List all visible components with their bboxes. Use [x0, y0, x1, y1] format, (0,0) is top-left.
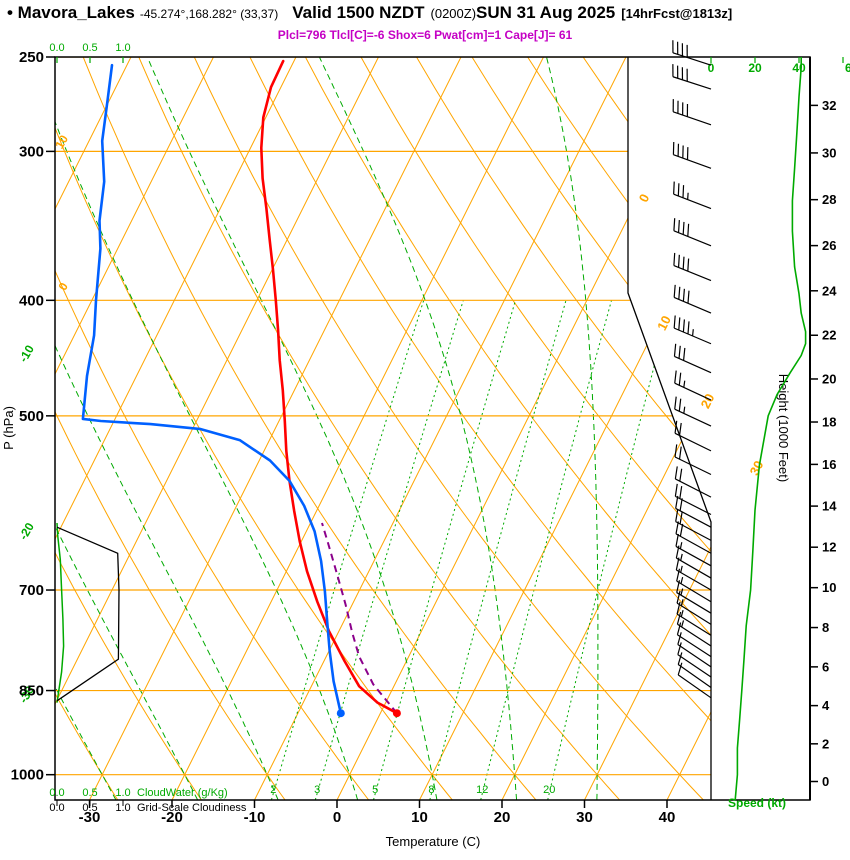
svg-text:14: 14 — [822, 499, 837, 514]
wind-panel-boundary — [627, 57, 712, 800]
svg-text:-20: -20 — [16, 520, 37, 542]
svg-text:8: 8 — [822, 620, 829, 635]
svg-text:1.0: 1.0 — [115, 42, 130, 54]
forecast-tag: [14hrFcst@1813z] — [621, 6, 733, 21]
svg-text:4: 4 — [822, 698, 830, 713]
svg-text:400: 400 — [19, 292, 44, 309]
svg-text:2: 2 — [822, 736, 829, 751]
surface-markers — [336, 709, 401, 718]
svg-text:1000: 1000 — [11, 767, 44, 784]
svg-text:-10: -10 — [244, 809, 266, 826]
parcel-curve — [321, 522, 398, 714]
svg-text:Temperature (C): Temperature (C) — [386, 834, 481, 849]
svg-text:0: 0 — [333, 809, 341, 826]
svg-text:0: 0 — [822, 774, 829, 789]
svg-text:850: 850 — [19, 683, 44, 700]
svg-text:20: 20 — [822, 371, 836, 386]
svg-text:22: 22 — [822, 328, 836, 343]
svg-text:P (hPa): P (hPa) — [1, 406, 16, 450]
dewpoint-curve — [81, 63, 343, 715]
svg-text:30: 30 — [747, 458, 767, 478]
svg-text:40: 40 — [659, 809, 676, 826]
svg-text:-20: -20 — [161, 809, 183, 826]
svg-text:300: 300 — [19, 143, 44, 160]
svg-text:20: 20 — [543, 784, 555, 796]
mixing-ratio-lines — [270, 300, 672, 800]
svg-text:5: 5 — [372, 784, 378, 796]
svg-text:0: 0 — [708, 61, 715, 75]
svg-text:20: 20 — [494, 809, 511, 826]
svg-text:0.5: 0.5 — [82, 802, 97, 814]
chart-header: • Mavora_Lakes -45.274°,168.282° (33,37)… — [7, 3, 732, 23]
svg-text:0.0: 0.0 — [49, 42, 64, 54]
thermo-grid — [55, 57, 711, 800]
svg-text:Height (1000 Feet): Height (1000 Feet) — [776, 374, 791, 482]
svg-text:30: 30 — [822, 145, 836, 160]
svg-text:10: 10 — [654, 313, 674, 333]
svg-text:24: 24 — [822, 283, 837, 298]
svg-text:16: 16 — [822, 457, 836, 472]
svg-text:0.5: 0.5 — [82, 42, 97, 54]
svg-text:10: 10 — [52, 132, 71, 151]
wind-barbs — [672, 40, 712, 699]
valid-date: SUN 31 Aug 2025 — [476, 3, 616, 22]
moist-adiabats — [55, 57, 599, 800]
svg-text:20: 20 — [698, 391, 718, 411]
svg-text:26: 26 — [822, 238, 836, 253]
wind-speed-curve — [734, 57, 807, 800]
svg-text:10: 10 — [822, 580, 836, 595]
svg-text:2: 2 — [270, 784, 276, 796]
svg-text:0: 0 — [636, 191, 653, 204]
svg-text:30: 30 — [576, 809, 593, 826]
surface-dewpoint-dot — [336, 709, 345, 718]
svg-text:3: 3 — [314, 784, 320, 796]
pressure-axis: 250 300 400 500 700 850 1000 P (hPa) — [1, 49, 55, 784]
svg-text:10: 10 — [411, 809, 428, 826]
svg-text:20: 20 — [748, 61, 762, 75]
temperature-curve — [260, 59, 399, 715]
svg-text:28: 28 — [822, 192, 836, 207]
svg-text:12: 12 — [822, 540, 836, 555]
cloud-scale-axis: 0.0 0.0 0.0 0.5 0.5 0.5 1.0 1.0 1.0 CloudWater (g… — [49, 42, 247, 814]
svg-text:-10: -10 — [16, 342, 37, 364]
surface-temp-dot — [392, 709, 401, 718]
dry-adiabats — [55, 57, 711, 800]
svg-text:60: 60 — [845, 61, 850, 75]
svg-text:1.0: 1.0 — [115, 802, 130, 814]
svg-text:700: 700 — [19, 582, 44, 599]
svg-text:Speed (kt): Speed (kt) — [728, 796, 786, 810]
svg-text:250: 250 — [19, 49, 44, 66]
svg-text:6: 6 — [822, 659, 829, 674]
speed-axis: 0204060Speed (kt) — [708, 57, 850, 810]
svg-text:8: 8 — [428, 784, 434, 796]
svg-text:1.0: 1.0 — [115, 787, 130, 799]
svg-text:500: 500 — [19, 408, 44, 425]
valid-time: Valid 1500 NZDT — [292, 3, 425, 22]
isotherm-lines — [55, 57, 711, 800]
cloudwater-curve — [56, 522, 65, 703]
cloudiness-curve — [56, 526, 120, 702]
svg-text:CloudWater (g/Kg): CloudWater (g/Kg) — [137, 787, 228, 799]
station-coords: -45.274°,168.282° (33,37) — [139, 7, 279, 21]
svg-text:Grid-Scale Cloudiness: Grid-Scale Cloudiness — [137, 802, 247, 814]
svg-text:-30: -30 — [79, 809, 101, 826]
svg-text:0.5: 0.5 — [82, 787, 97, 799]
svg-text:32: 32 — [822, 98, 836, 113]
svg-text:12: 12 — [476, 784, 488, 796]
stability-indices: Plcl=796 Tlcl[C]=-6 Shox=6 Pwat[cm]=1 Ca… — [277, 28, 573, 42]
svg-text:0.0: 0.0 — [49, 787, 64, 799]
svg-text:0.0: 0.0 — [49, 802, 64, 814]
valid-zulu: (0200Z) — [430, 6, 477, 21]
svg-text:0: 0 — [56, 280, 72, 293]
svg-text:40: 40 — [792, 61, 806, 75]
svg-text:18: 18 — [822, 415, 836, 430]
station-name: • Mavora_Lakes — [7, 3, 135, 22]
